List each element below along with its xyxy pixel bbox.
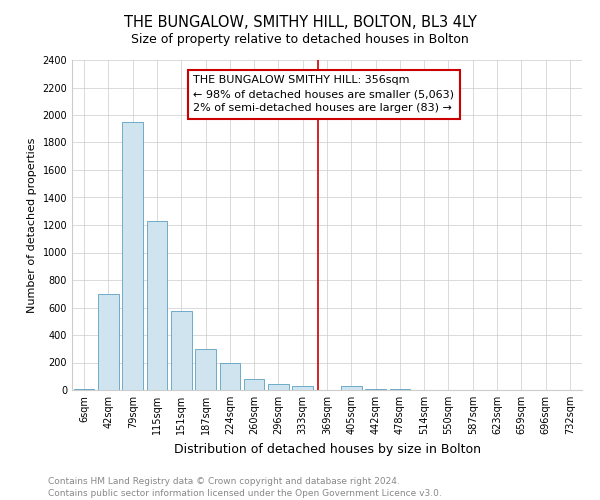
- Bar: [389, 389, 410, 390]
- Bar: [292, 386, 313, 390]
- X-axis label: Distribution of detached houses by size in Bolton: Distribution of detached houses by size …: [173, 442, 481, 456]
- Bar: [365, 388, 386, 390]
- Text: THE BUNGALOW SMITHY HILL: 356sqm
← 98% of detached houses are smaller (5,063)
2%: THE BUNGALOW SMITHY HILL: 356sqm ← 98% o…: [193, 75, 454, 113]
- Text: Size of property relative to detached houses in Bolton: Size of property relative to detached ho…: [131, 32, 469, 46]
- Bar: [220, 362, 240, 390]
- Bar: [244, 379, 265, 390]
- Bar: [171, 311, 191, 390]
- Bar: [122, 122, 143, 390]
- Bar: [74, 388, 94, 390]
- Text: THE BUNGALOW, SMITHY HILL, BOLTON, BL3 4LY: THE BUNGALOW, SMITHY HILL, BOLTON, BL3 4…: [124, 15, 476, 30]
- Bar: [195, 349, 216, 390]
- Bar: [341, 386, 362, 390]
- Bar: [146, 221, 167, 390]
- Bar: [98, 294, 119, 390]
- Y-axis label: Number of detached properties: Number of detached properties: [27, 138, 37, 312]
- Bar: [268, 384, 289, 390]
- Text: Contains HM Land Registry data © Crown copyright and database right 2024.
Contai: Contains HM Land Registry data © Crown c…: [48, 476, 442, 498]
